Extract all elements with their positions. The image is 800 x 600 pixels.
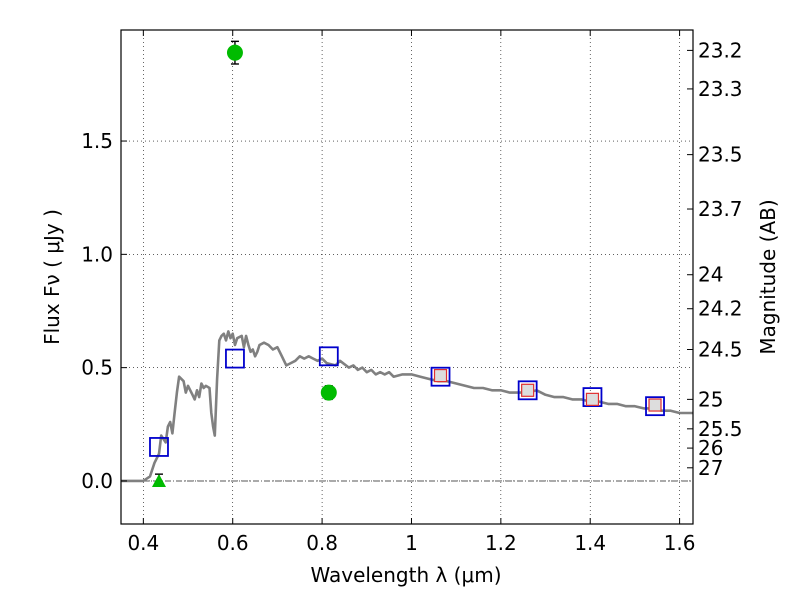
y-axis-ticks: 0.0 0.5 1.0 1.5 — [81, 129, 127, 493]
y-tick-label: 1.5 — [81, 129, 113, 153]
x-tick-label: 0.6 — [217, 531, 249, 555]
x-tick-label: 1 — [405, 531, 418, 555]
model-photometry-point — [517, 380, 538, 401]
magnitude-tick-label: 23.5 — [698, 143, 743, 167]
observed-nir-point — [433, 368, 448, 383]
model-photometry-point — [430, 366, 451, 387]
plot-frame — [120, 29, 694, 525]
model-photometry-point — [582, 387, 603, 408]
observed-optical-point — [320, 384, 337, 401]
sed-model-line — [121, 330, 693, 483]
x-tick-label: 1.2 — [485, 531, 517, 555]
observed-nir-point — [648, 398, 662, 412]
magnitude-tick-label: 23.2 — [698, 38, 743, 62]
y-tick-label: 0.5 — [81, 356, 113, 380]
grid — [121, 30, 693, 524]
model-photometry-point — [225, 348, 245, 369]
magnitude-tick-label: 24.5 — [698, 338, 743, 362]
magnitude-tick-label: 24.2 — [698, 297, 743, 321]
observed-optical-point — [226, 44, 243, 61]
magnitude-tick-label: 26 — [698, 436, 723, 460]
model-photometry-point — [149, 437, 169, 457]
x-axis-title: Wavelength λ (μm) — [310, 563, 501, 587]
magnitude-tick-label: 23.3 — [698, 77, 743, 101]
x-tick-label: 0.4 — [127, 531, 159, 555]
observed-nir-point — [521, 383, 535, 397]
model-photometry-point — [645, 396, 665, 417]
magnitude-tick-label: 25.5 — [698, 417, 743, 441]
y-axis-title: Flux Fν ( μJy ) — [40, 209, 64, 345]
magnitude-axis-title: Magnitude (AB) — [756, 199, 780, 354]
non-detection-marker — [151, 473, 166, 487]
magnitude-tick-label: 24 — [698, 263, 723, 287]
y-tick-label: 0.0 — [81, 469, 113, 493]
model-photometry-point — [318, 346, 339, 367]
magnitude-tick-label: 23.7 — [698, 197, 743, 221]
observed-nir-point — [585, 392, 600, 406]
x-tick-label: 0.8 — [306, 531, 338, 555]
plot-series — [121, 40, 693, 487]
x-axis-ticks: 0.4 0.6 0.8 1 1.2 1.4 1.6 — [127, 30, 696, 555]
x-tick-label: 1.4 — [574, 531, 606, 555]
magnitude-tick-label: 25 — [698, 387, 723, 411]
x-tick-label: 1.6 — [664, 531, 696, 555]
magnitude-tick-label: 27 — [698, 456, 723, 480]
y-tick-label: 1.0 — [81, 242, 113, 266]
